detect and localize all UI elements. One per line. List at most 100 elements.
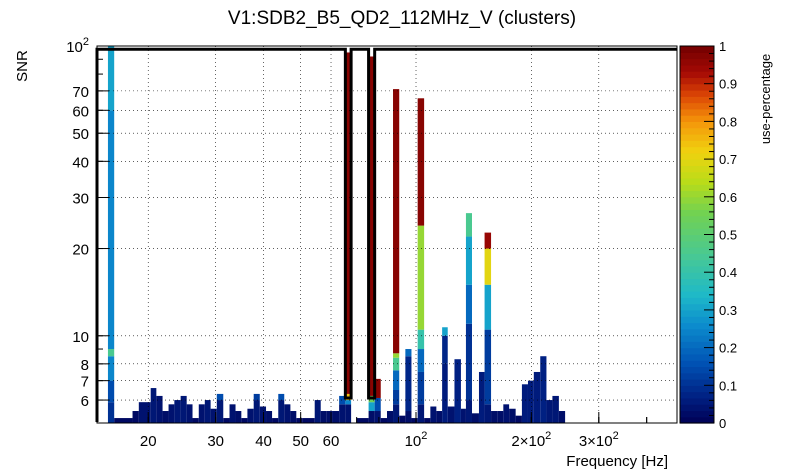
color-scale-step-24	[680, 265, 714, 273]
heatmap-cell-36-3	[345, 52, 352, 394]
heatmap-cell-0-3	[107, 349, 115, 357]
x-tick-label-2: 40	[255, 433, 272, 450]
color-scale-step-29	[680, 234, 714, 242]
heatmap-cell-15-1	[216, 393, 224, 401]
color-scale-step-43	[680, 146, 714, 154]
color-scale-step-34	[680, 203, 714, 210]
heatmap-cell-9-0	[180, 395, 187, 423]
y-tick-label-3: 10	[72, 329, 89, 346]
heatmap-cell-11-0	[192, 418, 199, 423]
color-scale-step-58	[680, 52, 714, 60]
color-scale-step-53	[680, 83, 714, 91]
y-tick-label-9: 70	[72, 84, 89, 101]
heatmap-cell-39-0	[368, 411, 375, 423]
y-tick-label-5: 30	[72, 191, 89, 208]
heatmap-cell-29-0	[302, 418, 309, 423]
heatmap-cell-21-1	[253, 393, 260, 401]
heatmap-cell-0-4	[107, 110, 115, 350]
heatmap-cell-4-0	[150, 388, 157, 423]
heatmap-cell-15-0	[216, 400, 224, 423]
heatmap-cell-34-0	[332, 411, 340, 423]
heatmap-cell-65-0	[527, 380, 534, 423]
heatmap-cell-60-0	[497, 411, 504, 423]
heatmap-cell-36-0	[345, 404, 352, 423]
heatmap-cell-55-3	[465, 236, 472, 285]
color-scale-step-3	[680, 397, 714, 405]
heatmap-cell-69-0	[552, 395, 559, 423]
color-scale-step-6	[680, 379, 714, 386]
heatmap-cell-51-2	[442, 327, 448, 336]
color-scale-step-27	[680, 247, 714, 254]
plot-frame	[96, 45, 678, 424]
heatmap-cell-19-0	[241, 418, 248, 423]
heatmap-cell-0-1	[107, 380, 115, 403]
color-scale-step-23	[680, 272, 714, 280]
color-scale-step-41	[680, 159, 714, 166]
x-tick-label-4: 60	[323, 433, 340, 450]
heatmap-cell-10-0	[186, 404, 193, 423]
heatmap-cell-43-2	[393, 370, 400, 390]
heatmap-cell-2-0	[132, 411, 139, 423]
heatmap-cell-52-0	[447, 406, 455, 423]
z-tick-label-10: 1	[719, 39, 726, 54]
heatmap-cell-55-2	[465, 284, 472, 324]
x-axis-label: Frequency [Hz]	[566, 453, 668, 470]
heatmap-cell-39-3	[368, 56, 375, 396]
chart-title: V1:SDB2_B5_QD2_112MHz_V (clusters)	[228, 8, 576, 29]
heatmap-cell-58-1	[484, 329, 492, 405]
z-tick-label-0: 0	[719, 416, 726, 431]
heatmap-cell-42-0	[387, 411, 394, 423]
color-scale-step-28	[680, 240, 714, 248]
color-scale-step-31	[680, 221, 714, 229]
y-tick-label-10: 102	[66, 36, 89, 56]
heatmap-cell-17-0	[229, 404, 236, 423]
y-tick-label-7: 50	[72, 126, 89, 143]
heatmap-cell-47-1	[417, 371, 425, 405]
color-scale-step-59	[680, 46, 714, 53]
color-scale-bar	[679, 45, 715, 424]
heatmap-cell-40-2	[374, 378, 381, 398]
heatmap-cell-20-0	[247, 408, 254, 423]
heatmap-cell-45-0	[405, 411, 412, 423]
color-scale-step-14	[680, 328, 714, 336]
z-tick-label-4: 0.4	[719, 265, 737, 280]
color-scale-step-25	[680, 259, 714, 267]
heatmap-cell-55-4	[465, 213, 472, 237]
heatmap-cell-54-0	[460, 408, 466, 423]
color-scale-step-5	[680, 385, 714, 393]
z-tick-label-6: 0.6	[719, 190, 737, 205]
data-line-0	[95, 47, 677, 422]
y-tick-label-8: 60	[72, 103, 89, 120]
color-scale-step-10	[680, 353, 714, 361]
color-scale-step-8	[680, 366, 714, 374]
x-tick-label-5: 102	[405, 430, 428, 450]
heatmap-cell-43-5	[393, 89, 400, 354]
heatmap-cell-64-0	[521, 384, 528, 423]
color-scale-step-0	[680, 416, 714, 424]
heatmap-cells	[107, 46, 566, 423]
heatmap-cell-41-0	[380, 418, 387, 423]
heatmap-cell-55-0	[465, 400, 472, 423]
color-scale-step-56	[680, 64, 714, 72]
heatmap-cell-67-0	[540, 356, 547, 423]
color-scale-step-12	[680, 341, 714, 349]
color-scale-step-2	[680, 404, 714, 412]
color-scale-step-13	[680, 335, 714, 342]
color-scale-step-20	[680, 291, 714, 298]
z-tick-label-5: 0.5	[719, 228, 737, 243]
color-scale-step-30	[680, 228, 714, 236]
x-tick-label-7: 3×102	[579, 430, 619, 450]
color-scale-step-50	[680, 102, 714, 110]
heatmap-cell-30-0	[308, 418, 315, 423]
heatmap-cell-18-0	[235, 411, 242, 423]
y-tick-label-6: 40	[72, 154, 89, 171]
x-tick-label-6: 2×102	[511, 430, 551, 450]
y-axis-label: SNR	[14, 50, 31, 82]
heatmap-cell-63-0	[515, 415, 522, 423]
color-scale-step-40	[680, 165, 714, 173]
heatmap-cell-23-0	[266, 411, 273, 423]
color-scale-step-45	[680, 133, 714, 141]
heatmap-cell-25-0	[278, 400, 285, 423]
heatmap-cell-5-0	[156, 395, 163, 423]
heatmap-cell-47-0	[417, 404, 425, 423]
